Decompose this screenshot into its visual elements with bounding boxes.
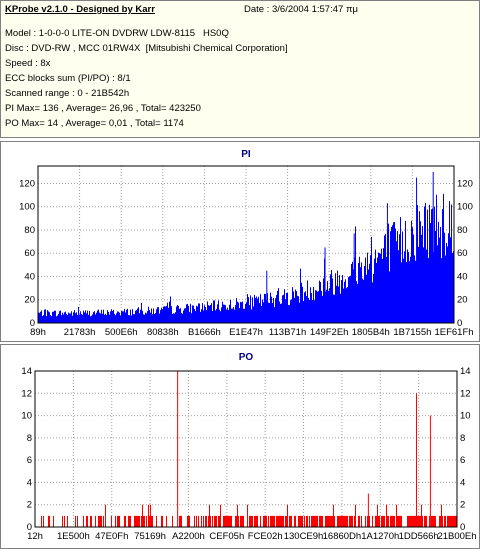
y-tick-label-right: 80	[457, 225, 468, 236]
x-tick-label: 130CE9h	[284, 531, 324, 542]
x-tick-label: 80838h	[147, 327, 179, 338]
chart-title: PO	[239, 352, 254, 363]
y-tick-label-right: 6	[460, 455, 465, 466]
y-tick-label: 100	[19, 202, 35, 213]
data-bars	[38, 171, 454, 323]
y-tick-label: 14	[21, 366, 32, 377]
data-bars	[41, 371, 457, 527]
y-tick-label: 60	[24, 248, 35, 259]
x-tick-label: 21B00Eh	[437, 531, 476, 542]
y-tick-label: 8	[27, 433, 32, 444]
x-tick-label: 1B7155h	[393, 327, 431, 338]
y-tick-label-right: 20	[457, 295, 468, 306]
x-tick-label: 75169h	[134, 531, 166, 542]
x-tick-label: 12h	[27, 531, 43, 542]
y-tick-label: 80	[24, 225, 35, 236]
y-tick-label-right: 8	[460, 433, 465, 444]
x-tick-label: A2200h	[172, 531, 205, 542]
y-tick-label-right: 40	[457, 271, 468, 282]
y-tick-label-right: 12	[460, 388, 471, 399]
info-header: KProbe v2.1.0 - Designed by Karr Date : …	[0, 0, 480, 138]
y-tick-label: 6	[27, 455, 32, 466]
y-tick-label: 0	[27, 522, 32, 533]
y-tick-label-right: 60	[457, 248, 468, 259]
x-tick-label: 1A1270h	[361, 531, 399, 542]
x-tick-label: 16860Dh	[323, 531, 362, 542]
y-tick-label-right: 14	[460, 366, 471, 377]
y-tick-label-right: 4	[460, 477, 465, 488]
x-tick-label: 149F2Eh	[310, 327, 349, 338]
x-tick-label: 1E500h	[57, 531, 90, 542]
plot-border	[37, 165, 455, 324]
plot-area	[34, 370, 458, 528]
app-title: KProbe v2.1.0 - Designed by Karr	[5, 4, 155, 15]
y-tick-label: 40	[24, 271, 35, 282]
y-tick-label: 0	[30, 318, 35, 329]
pi-chart: PI 0 0 20 20 40 40 60 60 80 80 100 100 120 120 89h 21783…	[19, 149, 473, 338]
y-tick-label: 120	[19, 178, 35, 189]
y-tick-label-right: 0	[457, 318, 462, 329]
y-tick-label: 20	[24, 295, 35, 306]
info-ecc: ECC blocks sum (PI/PO) : 8/1	[5, 73, 131, 84]
info-disc: Disc : DVD-RW , MCC 01RW4X [Mitsubishi C…	[5, 43, 288, 54]
x-tick-label: FCE02h	[248, 531, 283, 542]
info-range: Scanned range : 0 - 21B542h	[5, 88, 130, 99]
y-tick-label-right: 120	[457, 178, 473, 189]
info-po-summary: PO Max= 14 , Average= 0,01 , Total= 1174	[5, 118, 184, 129]
x-tick-label: 89h	[30, 327, 46, 338]
y-tick-label: 10	[21, 411, 32, 422]
pi-chart-panel: PI 0 0 20 20 40 40 60 60 80 80 100 100 120 120 89h 21783…	[0, 141, 480, 342]
y-tick-label-right: 0	[460, 522, 465, 533]
y-tick-label-right: 2	[460, 500, 465, 511]
x-tick-label: E1E47h	[229, 327, 263, 338]
y-tick-label-right: 100	[457, 202, 473, 213]
y-tick-label: 4	[27, 477, 32, 488]
x-tick-label: 47E0Fh	[95, 531, 128, 542]
x-tick-label: 1DD566h	[399, 531, 439, 542]
x-tick-label: 1EF61Fh	[434, 327, 473, 338]
po-chart-panel: PO 0 0 2 2 4 4 6 6 8 8 10 10 12 12 14 14 12h 1E500h 47E0Fh 7…	[0, 344, 480, 549]
x-tick-label: B1666h	[188, 327, 221, 338]
info-speed: Speed : 8x	[5, 58, 51, 69]
chart-title: PI	[241, 149, 251, 160]
scan-date: Date : 3/6/2004 1:57:47 πμ	[244, 4, 358, 15]
info-model: Model : 1-0-0-0 LITE-ON DVDRW LDW-8115 H…	[5, 28, 229, 39]
po-chart: PO 0 0 2 2 4 4 6 6 8 8 10 10 12 12 14 14 12h 1E500h 47E0Fh 7…	[21, 352, 476, 542]
x-tick-label: 21783h	[64, 327, 96, 338]
x-tick-label: 500E6h	[105, 327, 138, 338]
plot-border	[34, 370, 458, 528]
info-pi-summary: PI Max= 136 , Average= 26,96 , Total= 42…	[5, 103, 201, 114]
x-tick-label: 1805B4h	[352, 327, 390, 338]
x-tick-label: CEF05h	[209, 531, 244, 542]
y-tick-label: 12	[21, 388, 32, 399]
x-tick-label: 113B71h	[269, 327, 306, 338]
y-tick-label-right: 10	[460, 411, 471, 422]
y-tick-label: 2	[27, 500, 32, 511]
